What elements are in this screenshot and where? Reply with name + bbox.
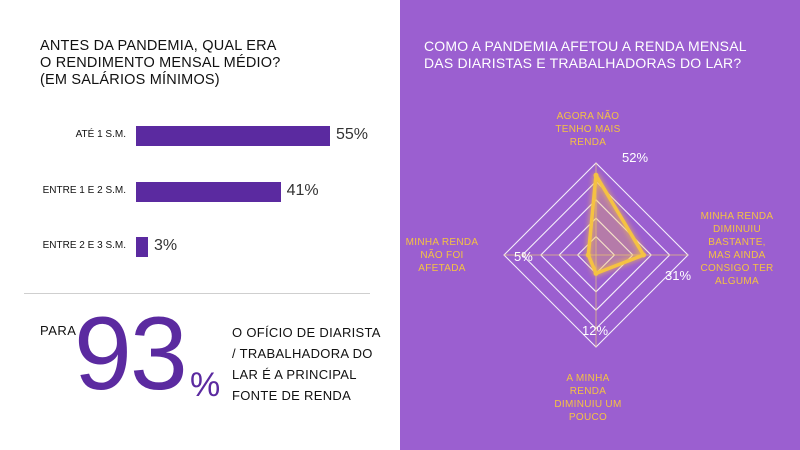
bar-category-label: ATÉ 1 S.M. bbox=[75, 129, 126, 140]
bar-row: ENTRE 1 E 2 S.M. 41% bbox=[0, 182, 400, 202]
bar-row: ENTRE 2 E 3 S.M. 3% bbox=[0, 237, 400, 257]
description-line: LAR É A PRINCIPAL bbox=[232, 367, 357, 382]
radar-value-label: 12% bbox=[582, 323, 609, 338]
radar-axis-label-line: DIMINUIU bbox=[713, 224, 761, 235]
radar-axis-label-line: NÃO FOI bbox=[420, 250, 464, 261]
big-number: 93 bbox=[74, 296, 188, 412]
bar-value-label: 41% bbox=[286, 182, 319, 199]
radar-axis-label-line: DIMINUIU UM bbox=[554, 399, 622, 410]
radar-data-point bbox=[593, 172, 599, 178]
radar-axis-label-line: MAS AINDA bbox=[708, 250, 766, 261]
radar-axis-label-line: ALGUMA bbox=[714, 276, 760, 287]
bar-category-label: ENTRE 2 E 3 S.M. bbox=[42, 240, 126, 251]
radar-axis-label: A MINHA RENDA DIMINUIU UM POUCO bbox=[540, 372, 636, 424]
radar-axis-label-line: POUCO bbox=[568, 412, 608, 423]
radar-axis-label-line: TENHO MAIS bbox=[555, 124, 621, 135]
bar-title-line: ANTES DA PANDEMIA, QUAL ERA bbox=[40, 38, 277, 54]
radar-axis-label: MINHA RENDA DIMINUIU BASTANTE, MAS AINDA CON… bbox=[688, 210, 786, 288]
description-line: / TRABALHADORA DO bbox=[232, 346, 373, 361]
bar bbox=[136, 126, 330, 146]
left-panel bbox=[0, 0, 400, 450]
radar-axis-label-line: A MINHA bbox=[566, 373, 610, 384]
bar-value-label: 55% bbox=[336, 126, 369, 143]
radar-value-label: 5% bbox=[514, 249, 533, 264]
description-line: FONTE DE RENDA bbox=[232, 388, 352, 403]
radar-data-point bbox=[593, 270, 599, 276]
bar-row: ATÉ 1 S.M. 55% bbox=[0, 126, 400, 146]
bar bbox=[136, 182, 281, 202]
big-percent: % bbox=[190, 366, 221, 404]
description: O OFÍCIO DE DIARISTA / TRABALHADORA DO L… bbox=[232, 322, 392, 406]
radar-chart-title: COMO A PANDEMIA AFETOU A RENDA MENSAL DA… bbox=[424, 38, 784, 72]
radar-axis-label-line: AFETADA bbox=[418, 263, 466, 274]
radar-axis-label-line: AGORA NÃO bbox=[556, 111, 620, 122]
bar-category-label: ENTRE 1 E 2 S.M. bbox=[42, 185, 126, 196]
radar-axis-label: AGORA NÃO TENHO MAIS RENDA bbox=[540, 110, 636, 149]
radar-axis-label: MINHA RENDA NÃO FOI AFETADA bbox=[398, 236, 486, 275]
radar-data-point bbox=[641, 252, 647, 258]
radar-axis-label-line: RENDA bbox=[569, 386, 607, 397]
radar-data-area bbox=[586, 173, 646, 276]
radar-axis-label-line: BASTANTE, bbox=[708, 237, 766, 248]
radar-axis-label-line: CONSIGO TER bbox=[700, 263, 774, 274]
bar bbox=[136, 237, 148, 257]
radar-data-point bbox=[585, 252, 591, 258]
para-label: PARA bbox=[40, 323, 77, 338]
radar-value-label: 31% bbox=[665, 268, 692, 283]
radar-axis-label-line: MINHA RENDA bbox=[700, 211, 774, 222]
radar-axis-label-line: RENDA bbox=[569, 137, 607, 148]
divider bbox=[24, 293, 370, 294]
radar-title-line: DAS DIARISTAS E TRABALHADORAS DO LAR? bbox=[424, 55, 742, 71]
description-line: O OFÍCIO DE DIARISTA bbox=[232, 325, 381, 340]
bar-title-line: (EM SALÁRIOS MÍNIMOS) bbox=[40, 72, 220, 88]
bar-chart-title: ANTES DA PANDEMIA, QUAL ERA O RENDIMENTO… bbox=[40, 38, 370, 89]
bar-value-label: 3% bbox=[154, 237, 178, 254]
radar-chart bbox=[503, 162, 689, 348]
radar-axis-label-line: MINHA RENDA bbox=[405, 237, 479, 248]
bar-title-line: O RENDIMENTO MENSAL MÉDIO? bbox=[40, 55, 281, 71]
radar-value-label: 52% bbox=[622, 150, 649, 165]
radar-title-line: COMO A PANDEMIA AFETOU A RENDA MENSAL bbox=[424, 38, 747, 54]
